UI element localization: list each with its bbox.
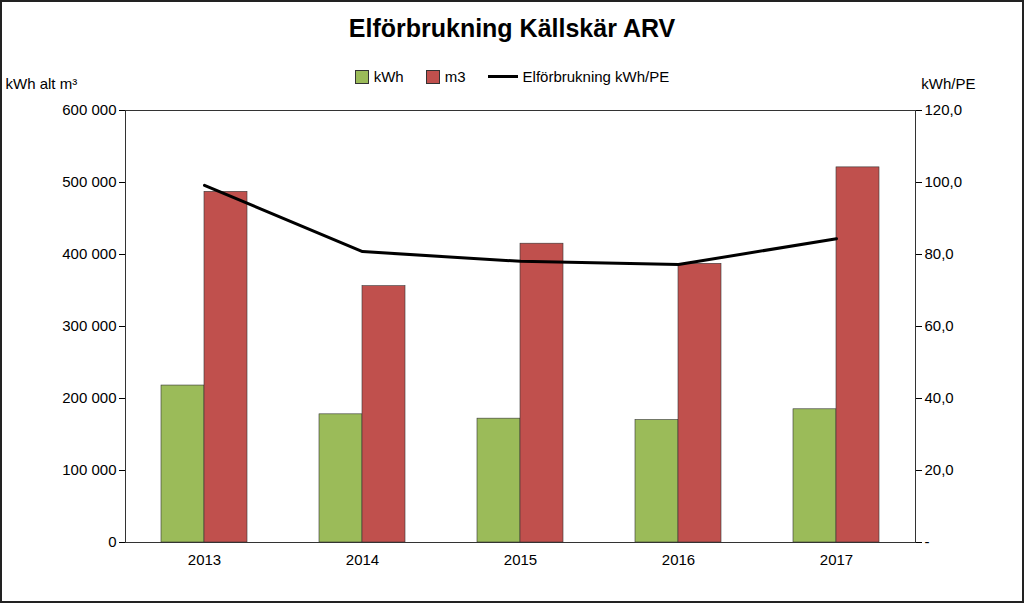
svg-text:2015: 2015 xyxy=(504,551,537,568)
svg-text:40,0: 40,0 xyxy=(925,389,954,406)
html-text:m3: m3 xyxy=(444,68,466,85)
html-text:kWh: kWh xyxy=(373,68,404,85)
html-text:Elförbrukning kWh/PE: Elförbrukning kWh/PE xyxy=(522,68,670,85)
svg-text:-: - xyxy=(925,533,930,550)
svg-text:20,0: 20,0 xyxy=(925,461,954,478)
svg-text:0: 0 xyxy=(108,533,116,550)
svg-text:600 000: 600 000 xyxy=(62,101,116,118)
svg-text:2014: 2014 xyxy=(346,551,379,568)
svg-text:120,0: 120,0 xyxy=(925,101,963,118)
svg-text:kWh alt m³: kWh alt m³ xyxy=(6,75,78,92)
svg-text:500 000: 500 000 xyxy=(62,173,116,190)
svg-text:2017: 2017 xyxy=(820,551,853,568)
svg-text:kWh/PE: kWh/PE xyxy=(921,75,975,92)
svg-text:100 000: 100 000 xyxy=(62,461,116,478)
svg-text:2013: 2013 xyxy=(188,551,221,568)
svg-text:2016: 2016 xyxy=(662,551,695,568)
svg-text:60,0: 60,0 xyxy=(925,317,954,334)
svg-text:80,0: 80,0 xyxy=(925,245,954,262)
svg-text:200 000: 200 000 xyxy=(62,389,116,406)
svg-text:300 000: 300 000 xyxy=(62,317,116,334)
html-text:Elförbrukning Källskär ARV: Elförbrukning Källskär ARV xyxy=(348,14,676,42)
svg-text:400 000: 400 000 xyxy=(62,245,116,262)
svg-text:100,0: 100,0 xyxy=(925,173,963,190)
